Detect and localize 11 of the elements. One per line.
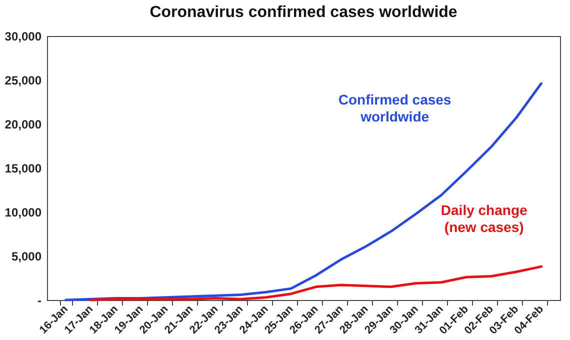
y-tick-label: 10,000 (4, 206, 42, 220)
y-tick-label: 20,000 (4, 118, 42, 132)
y-tick-label: - (38, 294, 42, 308)
text: Daily change (new cases) (440, 202, 528, 235)
text: Confirmed cases worldwide (338, 91, 452, 124)
line-series (90, 265, 542, 302)
y-tick-label: 25,000 (4, 74, 42, 88)
chart-title: Coronavirus confirmed cases worldwide (150, 4, 458, 21)
y-tick-label: 15,000 (4, 162, 42, 176)
y-tick-label: 5,000 (11, 250, 42, 264)
y-tick-label: 30,000 (4, 30, 42, 44)
